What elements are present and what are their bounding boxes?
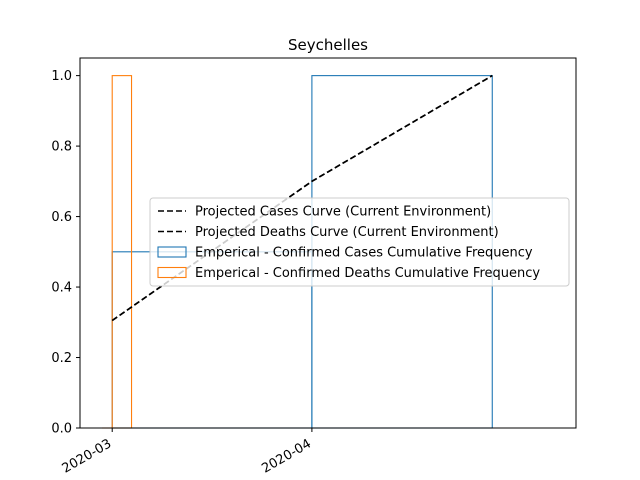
chart-title: Seychelles <box>288 36 368 54</box>
legend: Projected Cases Curve (Current Environme… <box>149 197 570 287</box>
legend-label-emperical-deaths: Emperical - Confirmed Deaths Cumulative … <box>195 266 540 281</box>
legend-swatch-emperical-cases <box>157 246 187 258</box>
legend-label-emperical-cases: Emperical - Confirmed Cases Cumulative F… <box>195 246 533 261</box>
legend-label-projected-deaths: Projected Deaths Curve (Current Environm… <box>195 225 499 240</box>
legend-swatch-emperical-deaths <box>157 266 187 279</box>
y-tick-label-1: 0.0 <box>51 422 72 437</box>
legend-box <box>149 197 570 287</box>
legend-label-projected-cases: Projected Cases Curve (Current Environme… <box>195 205 491 220</box>
y-tick-label-3: 0.4 <box>51 281 72 296</box>
y-tick-label-6: 1.0 <box>51 69 72 84</box>
y-tick-label-5: 0.8 <box>51 140 72 155</box>
axes-frame <box>79 57 577 429</box>
y-tick-label-4: 0.6 <box>51 210 72 225</box>
y-tick-label-2: 0.2 <box>51 351 72 366</box>
